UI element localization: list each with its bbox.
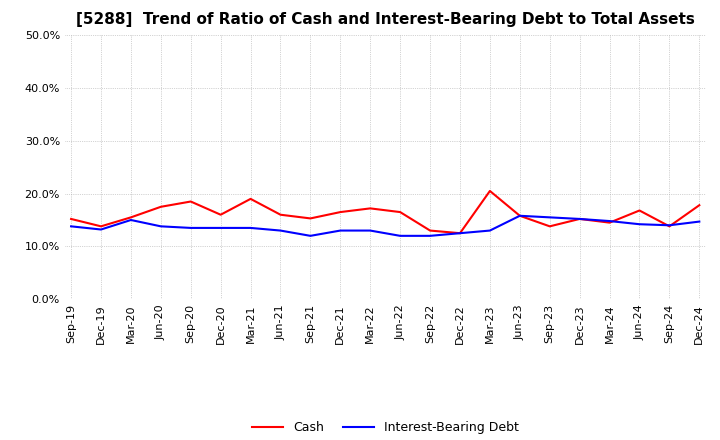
Interest-Bearing Debt <box>276 228 285 233</box>
Interest-Bearing Debt <box>127 217 135 223</box>
Interest-Bearing Debt <box>156 224 165 229</box>
Interest-Bearing Debt <box>635 222 644 227</box>
Cash <box>96 224 105 229</box>
Cash <box>336 209 345 215</box>
Interest-Bearing Debt <box>67 224 76 229</box>
Interest-Bearing Debt <box>485 228 494 233</box>
Cash <box>276 212 285 217</box>
Interest-Bearing Debt <box>336 228 345 233</box>
Line: Interest-Bearing Debt: Interest-Bearing Debt <box>71 216 699 236</box>
Interest-Bearing Debt <box>575 216 584 222</box>
Cash <box>516 213 524 218</box>
Cash <box>665 224 674 229</box>
Cash <box>575 216 584 222</box>
Cash <box>156 204 165 209</box>
Line: Cash: Cash <box>71 191 699 233</box>
Cash <box>485 188 494 194</box>
Interest-Bearing Debt <box>306 233 315 238</box>
Cash <box>366 206 374 211</box>
Cash <box>67 216 76 222</box>
Interest-Bearing Debt <box>665 223 674 228</box>
Interest-Bearing Debt <box>216 225 225 231</box>
Cash <box>216 212 225 217</box>
Interest-Bearing Debt <box>366 228 374 233</box>
Interest-Bearing Debt <box>246 225 255 231</box>
Cash <box>456 231 464 236</box>
Interest-Bearing Debt <box>546 215 554 220</box>
Cash <box>606 220 614 225</box>
Cash <box>546 224 554 229</box>
Interest-Bearing Debt <box>426 233 434 238</box>
Interest-Bearing Debt <box>96 227 105 232</box>
Cash <box>396 209 405 215</box>
Interest-Bearing Debt <box>695 219 703 224</box>
Interest-Bearing Debt <box>186 225 195 231</box>
Interest-Bearing Debt <box>456 231 464 236</box>
Interest-Bearing Debt <box>606 218 614 224</box>
Cash <box>695 202 703 208</box>
Cash <box>246 196 255 202</box>
Cash <box>186 199 195 204</box>
Cash <box>306 216 315 221</box>
Cash <box>635 208 644 213</box>
Interest-Bearing Debt <box>516 213 524 218</box>
Cash <box>127 215 135 220</box>
Legend: Cash, Interest-Bearing Debt: Cash, Interest-Bearing Debt <box>247 416 523 439</box>
Interest-Bearing Debt <box>396 233 405 238</box>
Cash <box>426 228 434 233</box>
Title: [5288]  Trend of Ratio of Cash and Interest-Bearing Debt to Total Assets: [5288] Trend of Ratio of Cash and Intere… <box>76 12 695 27</box>
